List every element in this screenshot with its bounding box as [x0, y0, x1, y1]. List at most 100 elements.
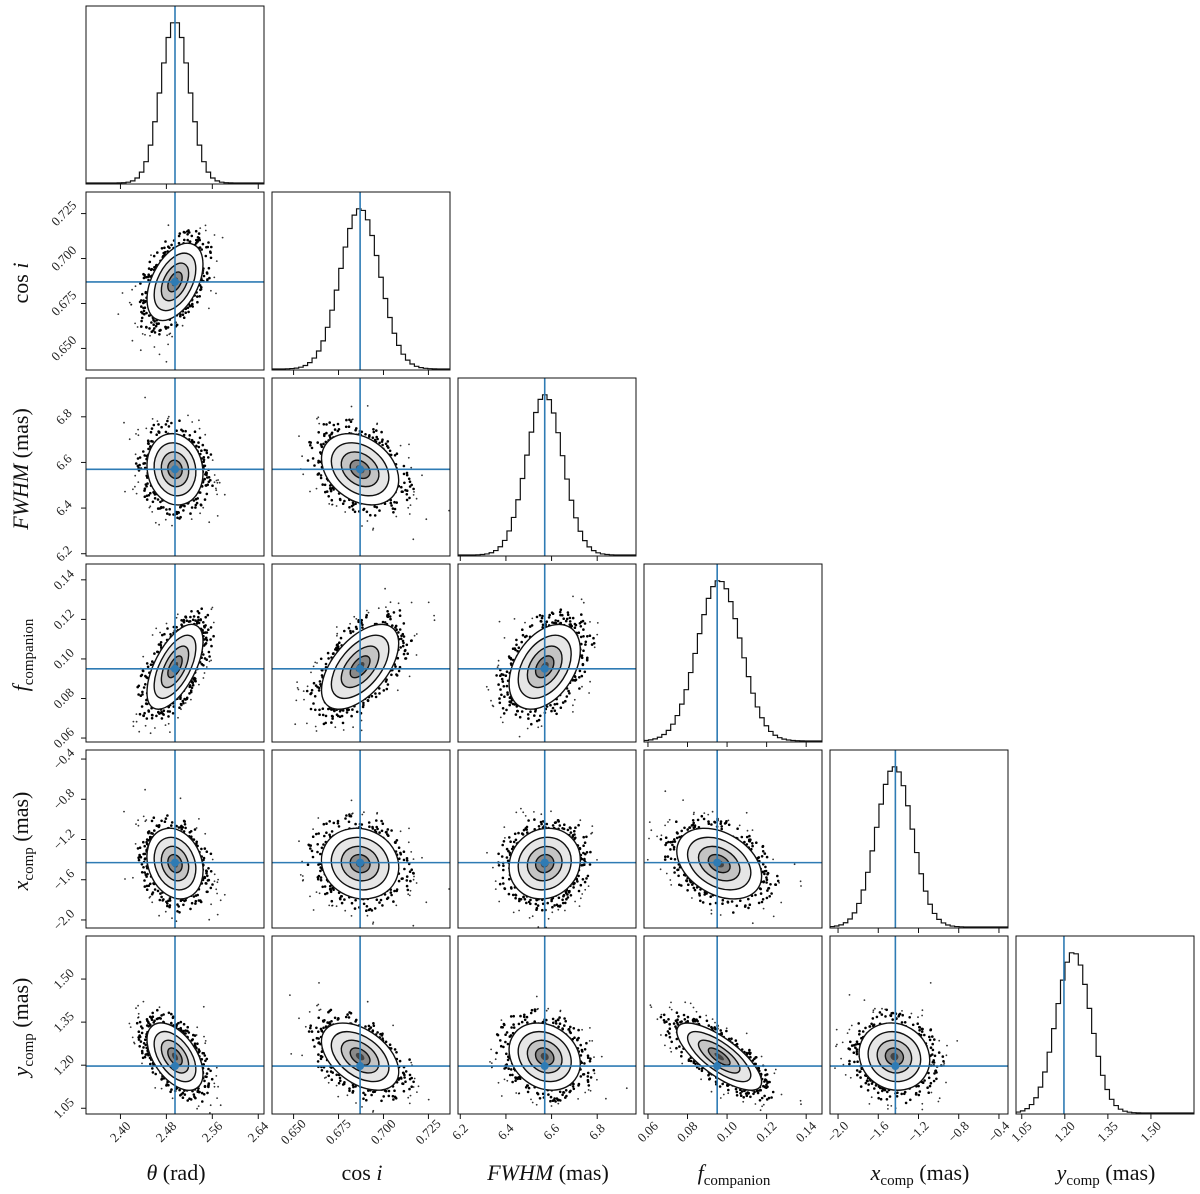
panel-frame [457, 749, 637, 929]
xtick-label: 6.4 [495, 1120, 517, 1142]
panel-frame [643, 563, 823, 743]
xtick-label: 0.06 [634, 1118, 661, 1145]
histogram-fcomp [644, 580, 822, 742]
panel-ycomp-cosi: 0.650 0.675 0.700 0.725 [271, 935, 451, 1147]
panel-frame [271, 563, 451, 743]
ytick-label: 1.05 [50, 1095, 77, 1122]
panel-frame [643, 749, 823, 929]
truth-point [891, 1062, 900, 1071]
contour-5 [890, 1052, 899, 1061]
panel-xcomp-cosi [271, 749, 451, 929]
xtick-label: 0.650 [278, 1116, 309, 1147]
xtick-label: 1.35 [1094, 1118, 1121, 1145]
xtick-label: 6.6 [540, 1120, 562, 1142]
panel-frame [85, 749, 265, 929]
xlabel-xcomp: xcomp (mas) [870, 1160, 970, 1189]
ytick-label: −0.4 [50, 745, 78, 773]
xtick-label: 0.10 [713, 1118, 740, 1145]
ytick-label: −1.2 [50, 826, 77, 853]
panel-frame [85, 5, 265, 185]
xtick-label: 0.700 [367, 1116, 398, 1147]
panel-xcomp-fcomp [643, 749, 823, 929]
panel-frame [1015, 935, 1195, 1115]
xtick-label: 2.64 [245, 1118, 272, 1145]
panel-fcomp-cosi [271, 563, 451, 743]
panel-frame [85, 191, 265, 371]
ylabel-cosi: cos i [8, 263, 33, 304]
truth-point [356, 858, 365, 867]
panel-frame [271, 935, 451, 1115]
histogram-xcomp [830, 766, 1008, 928]
truth-point [356, 1062, 365, 1071]
ytick-label: 6.2 [53, 542, 75, 564]
truth-point [171, 1062, 179, 1071]
xtick-label: −0.8 [945, 1118, 972, 1145]
xtick-label: 0.725 [412, 1116, 443, 1147]
panel-frame [85, 377, 265, 557]
ylabel-ycomp: ycomp (mas) [8, 978, 37, 1079]
panel-frame [457, 377, 637, 557]
panel-fwhm-fwhm [457, 377, 637, 561]
panel-frame [271, 749, 451, 929]
xlabel-fwhm: FWHM (mas) [486, 1160, 609, 1185]
panel-cosi-theta: 0.650 0.675 0.700 0.725 [48, 191, 265, 371]
panel-fwhm-theta: 6.2 6.4 6.6 6.8 [53, 377, 265, 564]
ylabel-fcomp: fcompanion [8, 618, 37, 691]
panel-frame [829, 935, 1009, 1115]
ytick-label: 0.700 [48, 243, 79, 274]
ytick-label: 1.35 [50, 1008, 77, 1035]
truth-point [713, 1062, 722, 1071]
xtick-label: 6.2 [449, 1121, 471, 1143]
panel-ycomp-xcomp: −2.0 −1.6 −1.2 −0.8 −0.4 [824, 935, 1013, 1146]
xtick-label: 0.675 [323, 1116, 354, 1147]
xtick-label: 1.20 [1051, 1118, 1078, 1145]
panel-frame [271, 377, 451, 557]
histogram-ycomp [1016, 952, 1194, 1114]
ytick-label: 0.725 [48, 198, 79, 229]
y-axis-labels: cos i FWHM (mas) fcompanion xcomp (mas) … [8, 263, 37, 1079]
xlabel-ycomp: ycomp (mas) [1055, 1160, 1156, 1189]
ytick-label: −0.8 [50, 785, 77, 812]
panel-frame [643, 935, 823, 1115]
histogram-fwhm [458, 394, 636, 556]
panels: 0.650 0.675 0.700 0.725 6.2 6.4 6.6 6.8 0.06 0.08… [48, 5, 1195, 1147]
panel-ycomp-ycomp: 1.05 1.20 1.35 1.50 [1008, 935, 1195, 1145]
panel-frame [457, 563, 637, 743]
panel-ycomp-fwhm: 6.2 6.4 6.6 6.8 [449, 935, 637, 1143]
ylabel-xcomp: xcomp (mas) [8, 792, 37, 892]
panel-xcomp-xcomp [829, 749, 1009, 933]
truth-point [540, 858, 549, 867]
xtick-label: −0.4 [985, 1118, 1013, 1146]
truth-point [171, 664, 179, 673]
xlabel-theta: θ (rad) [146, 1160, 205, 1185]
truth-point [171, 858, 179, 867]
xtick-label: 0.12 [753, 1118, 780, 1145]
ytick-label: 6.4 [53, 496, 75, 518]
ytick-label: 0.12 [50, 606, 77, 633]
ytick-label: 0.10 [50, 645, 77, 672]
ytick-label: 6.6 [53, 451, 75, 473]
truth-point [171, 465, 179, 474]
xtick-label: −1.6 [864, 1118, 892, 1146]
panel-fcomp-fwhm [457, 563, 637, 743]
xlabel-fcomp: fcompanion [698, 1160, 771, 1189]
panel-frame [85, 935, 265, 1115]
ytick-label: −1.6 [50, 865, 78, 893]
x-axis-labels: θ (rad) cos i FWHM (mas) fcompanion xcom… [146, 1160, 1155, 1189]
ytick-label: 0.08 [50, 685, 77, 712]
ytick-label: 0.675 [48, 287, 79, 318]
panel-xcomp-theta: −2.0 −1.6 −1.2 −0.8 −0.4 [50, 745, 265, 933]
xtick-label: −2.0 [824, 1118, 851, 1145]
panel-ycomp-fcomp: 0.06 0.08 0.10 0.12 0.14 [634, 935, 823, 1145]
xtick-label: 0.14 [792, 1118, 819, 1145]
ylabel-fwhm: FWHM (mas) [8, 408, 33, 531]
ytick-label: 1.50 [50, 965, 77, 992]
xtick-label: 6.8 [586, 1121, 608, 1143]
xtick-label: 1.50 [1137, 1118, 1164, 1145]
panel-fcomp-theta: 0.060.080.100.120.14 [50, 563, 265, 751]
panel-xcomp-fwhm [457, 749, 637, 929]
truth-point [540, 1062, 549, 1071]
xlabel-cosi: cos i [342, 1160, 383, 1185]
panel-fcomp-fcomp [643, 563, 823, 747]
